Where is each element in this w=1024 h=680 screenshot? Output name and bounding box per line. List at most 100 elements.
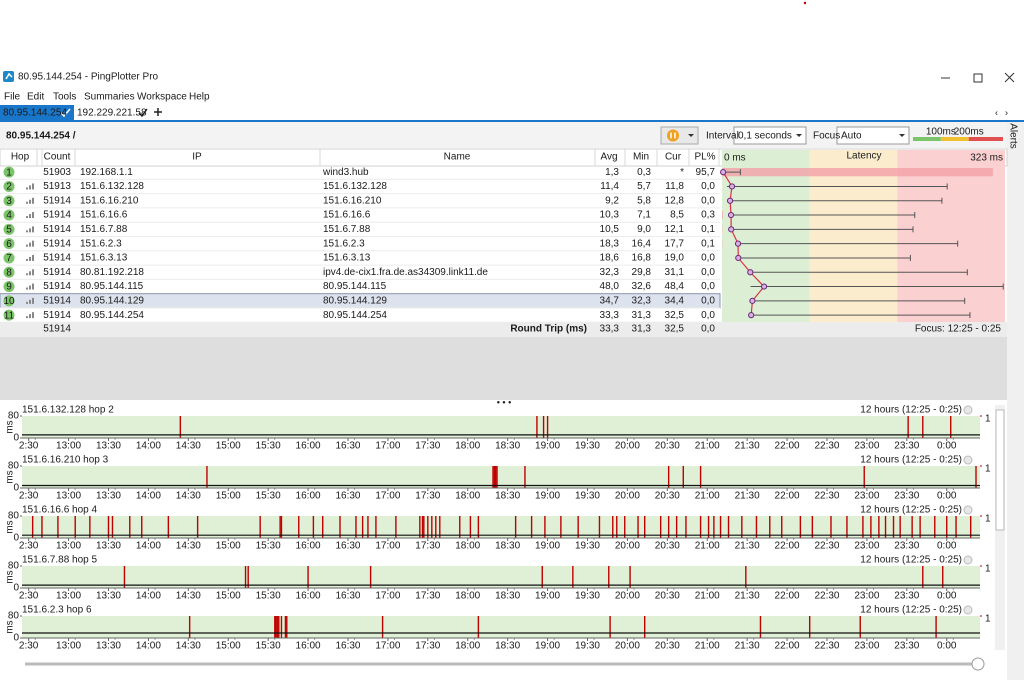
- packet-loss-spike: [419, 516, 421, 538]
- timeline-collapse[interactable]: [963, 555, 973, 565]
- focus-value[interactable]: Auto: [841, 131, 862, 142]
- x-tick-label: 15:00: [216, 541, 241, 552]
- add-tab[interactable]: [154, 108, 162, 116]
- scrollbar-thumb[interactable]: [995, 409, 1005, 531]
- x-tick-label: 17:30: [415, 641, 440, 652]
- maximize-button[interactable]: [973, 73, 983, 83]
- packet-loss-spike: [41, 516, 43, 538]
- hop-badge: [3, 195, 15, 207]
- time-slider-knob[interactable]: [971, 657, 985, 671]
- name-cell: 151.6.2.3: [323, 238, 365, 249]
- tab-label[interactable]: 192.229.221.58: [77, 108, 147, 119]
- y2-tick-label: 1: [985, 464, 991, 475]
- count-cell: 51914: [43, 210, 71, 221]
- packet-loss-spike: [459, 516, 461, 538]
- timeline-range[interactable]: 12 hours (12:25 - 0:25): [860, 505, 962, 516]
- ip-cell: 151.6.7.88: [80, 224, 128, 235]
- packet-loss-spike: [830, 516, 832, 538]
- splitter-handle[interactable]: • • •: [497, 397, 511, 407]
- tab-check: [60, 108, 71, 118]
- y-tick-label: 80: [8, 411, 20, 422]
- y-tick-label: 0: [13, 483, 19, 494]
- packet-loss-spike: [141, 516, 143, 538]
- column-header[interactable]: Cur: [665, 152, 682, 163]
- timeline-collapse[interactable]: [963, 455, 973, 465]
- packet-loss-spike: [524, 466, 526, 488]
- y2-tick-label: 1: [985, 514, 991, 525]
- column-header[interactable]: Min: [633, 152, 649, 163]
- column-header[interactable]: Hop: [11, 152, 30, 163]
- packet-loss-spike: [279, 516, 281, 538]
- packet-loss-spike: [247, 566, 249, 588]
- threshold-legend-band: [968, 137, 1003, 141]
- active-tab[interactable]: [0, 105, 74, 120]
- x-tick-label: 14:00: [136, 441, 161, 452]
- count-cell: 51914: [43, 195, 71, 206]
- avg-latency-dot: [748, 312, 755, 319]
- column-header[interactable]: Count: [44, 152, 71, 163]
- timeline-range[interactable]: 12 hours (12:25 - 0:25): [860, 455, 962, 466]
- packet-loss-spike: [179, 416, 182, 438]
- menu-item[interactable]: Summaries: [84, 92, 135, 103]
- hop-graph-icon: [29, 256, 31, 261]
- app-icon: [3, 71, 14, 82]
- y-tick-label: 0: [13, 583, 19, 594]
- menu-item[interactable]: File: [4, 92, 21, 103]
- hop-badge: [3, 281, 15, 293]
- timeline-collapse[interactable]: [963, 505, 973, 515]
- column-header[interactable]: IP: [192, 152, 202, 163]
- x-tick-label: 21:30: [735, 541, 760, 552]
- avg-cell: 48,0: [600, 281, 620, 292]
- timeline-range[interactable]: 12 hours (12:25 - 0:25): [860, 555, 962, 566]
- close-button[interactable]: [1004, 72, 1015, 83]
- tab-label[interactable]: 80.95.144.254: [3, 108, 67, 119]
- tab-scroll-left[interactable]: ‹: [995, 107, 998, 117]
- ip-cell: 80.95.144.129: [80, 295, 144, 306]
- packet-loss-spike: [719, 516, 722, 538]
- packet-loss-spike: [111, 516, 114, 538]
- x-tick-label: 19:30: [575, 641, 600, 652]
- packet-loss-spike: [934, 516, 936, 538]
- interval-dropdown[interactable]: [733, 126, 807, 145]
- interval-value[interactable]: 0,1 seconds: [738, 131, 792, 142]
- alerts-label[interactable]: Alerts: [1007, 123, 1018, 149]
- timeline-range[interactable]: 12 hours (12:25 - 0:25): [860, 605, 962, 616]
- timeline-collapse[interactable]: [963, 605, 973, 615]
- hop-graph-icon: [26, 258, 28, 261]
- packet-loss-spike: [911, 516, 913, 538]
- hop-badge: [3, 238, 15, 250]
- column-header[interactable]: Name: [444, 152, 471, 163]
- avg-cell: 18,3: [600, 238, 620, 249]
- packet-loss-spike: [644, 516, 646, 538]
- column-header[interactable]: Avg: [600, 152, 617, 163]
- target-path: 80.95.144.254 /: [6, 131, 76, 142]
- packet-loss-spike: [969, 516, 972, 538]
- tab-scroll-right[interactable]: ›: [1005, 107, 1008, 117]
- min-cell: 16,8: [632, 253, 652, 264]
- x-tick-label: 13:30: [96, 441, 121, 452]
- focus-dropdown[interactable]: [836, 126, 910, 145]
- y2-tick-label: 1: [985, 614, 991, 625]
- packet-loss-spike: [942, 566, 944, 588]
- timeline-range[interactable]: 12 hours (12:25 - 0:25): [860, 405, 962, 416]
- menu-item[interactable]: Edit: [27, 92, 44, 103]
- pl-cell: 0,3: [701, 210, 715, 221]
- x-tick-label: 16:30: [335, 541, 360, 552]
- x-tick-label: 19:00: [535, 541, 560, 552]
- threshold-legend-band: [940, 137, 969, 141]
- x-tick-label: 18:00: [455, 591, 480, 602]
- x-tick-label: 13:00: [56, 641, 81, 652]
- menu-item[interactable]: Workspace: [137, 92, 187, 103]
- footer-cur: 32,5: [665, 324, 685, 335]
- column-header[interactable]: PL%: [694, 152, 715, 163]
- timeline-collapse[interactable]: [963, 405, 973, 415]
- packet-loss-spike: [469, 516, 472, 538]
- packet-loss-spike: [862, 516, 864, 538]
- menu-item[interactable]: Tools: [53, 92, 76, 103]
- x-tick-label: 22:00: [775, 441, 800, 452]
- packet-loss-spike: [259, 516, 261, 538]
- menu-item[interactable]: Help: [189, 92, 210, 103]
- x-tick-label: 0:00: [937, 491, 957, 502]
- name-cell: 151.6.16.210: [323, 195, 382, 206]
